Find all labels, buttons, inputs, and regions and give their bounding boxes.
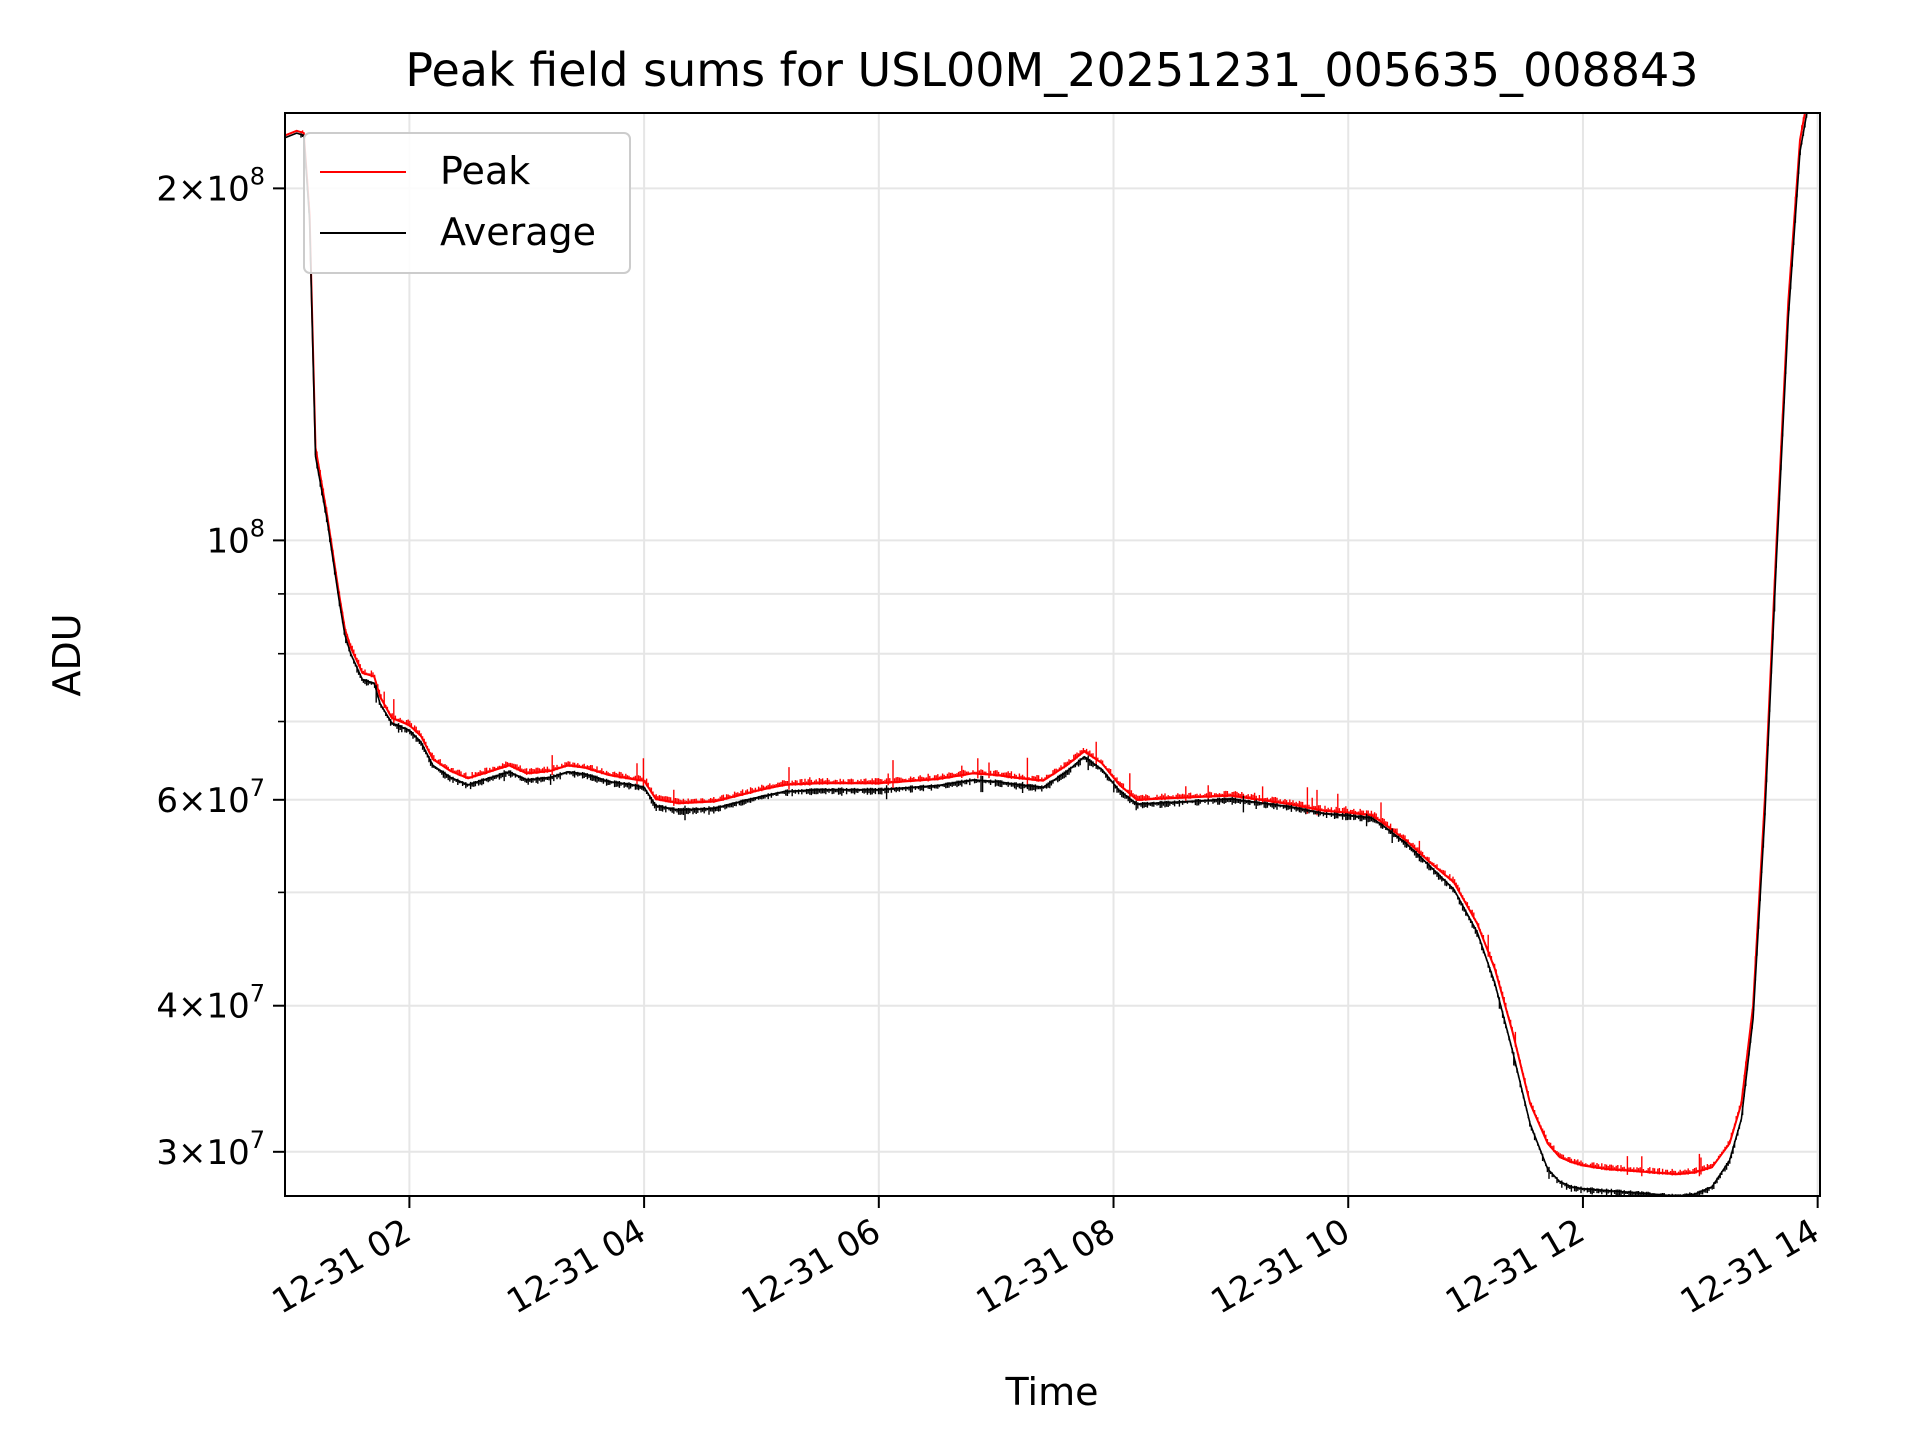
y-tick-label: 2×108 — [156, 162, 265, 209]
average-series-line — [285, 113, 1808, 1196]
y-tick-label: 3×107 — [156, 1126, 265, 1173]
legend-average-label: Average — [440, 210, 596, 254]
legend-peak-label: Peak — [440, 149, 530, 193]
legend-box — [303, 132, 631, 274]
peak-series-line — [285, 113, 1806, 1176]
grid-lines — [285, 113, 1820, 1196]
legend: Peak Average — [303, 132, 631, 274]
x-axis-title: Time — [1005, 1370, 1099, 1414]
series-layer — [285, 113, 1808, 1196]
y-tick-label: 6×107 — [156, 774, 265, 821]
chart-title: Peak field sums for USL00M_20251231_0056… — [405, 43, 1698, 97]
y-axis-title: ADU — [45, 613, 89, 696]
y-tick-label: 4×107 — [156, 980, 265, 1027]
